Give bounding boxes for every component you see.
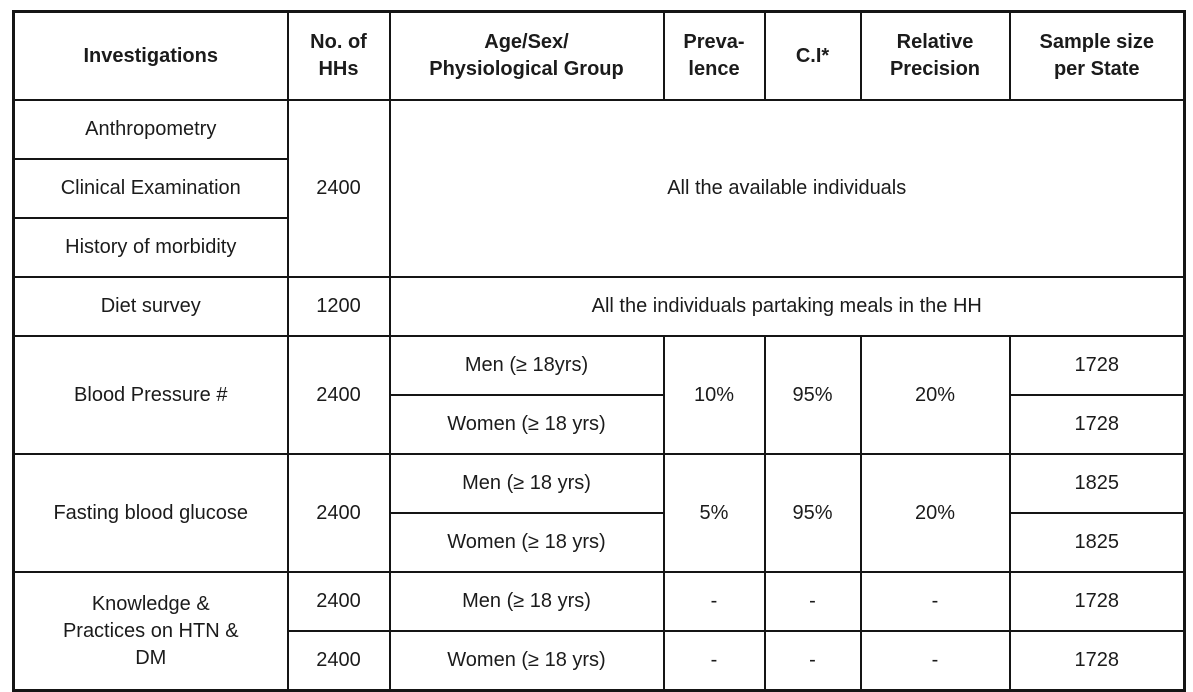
header-row: Investigations No. of HHs Age/Sex/ Physi… [12, 10, 1186, 101]
cell-investigation-anthropometry: Anthropometry [12, 99, 289, 160]
cell-group-fbg-men: Men (≥ 18 yrs) [388, 453, 665, 514]
cell-group-partaking-meals: All the individuals partaking meals in t… [388, 276, 1186, 337]
document-page: Investigations No. of HHs Age/Sex/ Physi… [12, 10, 1186, 692]
cell-group-bp-women: Women (≥ 18 yrs) [388, 394, 665, 455]
cell-relative-precision-kp-men: - [859, 571, 1011, 632]
cell-hhs-kp-men: 2400 [286, 571, 391, 632]
cell-investigation-blood-pressure: Blood Pressure # [12, 335, 289, 455]
row-fasting-glucose-women: Women (≥ 18 yrs) 1825 [14, 512, 1186, 573]
header-relative-precision: Relative Precision [859, 10, 1011, 101]
cell-sample-fbg-men: 1825 [1008, 453, 1186, 514]
header-sample-size: Sample size per State [1008, 10, 1186, 101]
cell-investigation-diet-survey: Diet survey [12, 276, 289, 337]
cell-ci-kp-women: - [763, 630, 862, 692]
cell-investigation-fasting-glucose: Fasting blood glucose [12, 453, 289, 573]
sampling-plan-table: Investigations No. of HHs Age/Sex/ Physi… [12, 10, 1186, 692]
header-investigations: Investigations [12, 10, 289, 101]
cell-sample-bp-women: 1728 [1008, 394, 1186, 455]
cell-prevalence-bp: 10% [662, 335, 766, 455]
cell-hhs-fasting-glucose: 2400 [286, 453, 391, 573]
cell-hhs-anthropometry-group: 2400 [286, 99, 391, 278]
cell-hhs-diet-survey: 1200 [286, 276, 391, 337]
row-knowledge-practices-men: Knowledge & Practices on HTN & DM 2400 M… [12, 571, 1186, 692]
cell-sample-bp-men: 1728 [1008, 335, 1186, 396]
cell-prevalence-kp-men: - [662, 571, 766, 632]
row-clinical-examination: Clinical Examination [12, 158, 1185, 219]
cell-relative-precision-kp-women: - [859, 630, 1011, 692]
cell-investigation-clinical-examination: Clinical Examination [12, 158, 289, 219]
cell-relative-precision-fbg: 20% [859, 453, 1011, 573]
cell-hhs-blood-pressure: 2400 [286, 335, 391, 455]
header-prevalence: Preva- lence [662, 10, 766, 101]
header-age-sex-group: Age/Sex/ Physiological Group [388, 10, 665, 101]
cell-prevalence-kp-women: - [662, 630, 766, 692]
cell-sample-kp-men: 1728 [1008, 571, 1186, 632]
cell-prevalence-fbg: 5% [662, 453, 766, 573]
cell-ci-fbg: 95% [763, 453, 862, 573]
cell-group-fbg-women: Women (≥ 18 yrs) [388, 512, 665, 573]
cell-hhs-kp-women: 2400 [286, 630, 391, 692]
row-blood-pressure-men: Blood Pressure # 2400 Men (≥ 18yrs) 10% … [12, 335, 1186, 455]
header-no-of-hhs: No. of HHs [286, 10, 391, 101]
cell-ci-bp: 95% [763, 335, 862, 455]
row-history-of-morbidity: History of morbidity [12, 217, 1185, 278]
cell-group-kp-men: Men (≥ 18 yrs) [388, 571, 665, 632]
cell-investigation-history-morbidity: History of morbidity [12, 217, 289, 278]
row-anthropometry: Anthropometry 2400 All the available ind… [12, 99, 1186, 278]
cell-group-bp-men: Men (≥ 18yrs) [388, 335, 665, 396]
cell-ci-kp-men: - [763, 571, 862, 632]
cell-sample-fbg-women: 1825 [1008, 512, 1186, 573]
row-blood-pressure-women: Women (≥ 18 yrs) 1728 [14, 394, 1186, 455]
cell-group-kp-women: Women (≥ 18 yrs) [388, 630, 665, 692]
cell-sample-kp-women: 1728 [1008, 630, 1186, 692]
cell-relative-precision-bp: 20% [859, 335, 1011, 455]
header-ci: C.I* [763, 10, 862, 101]
row-diet-survey: Diet survey 1200 All the individuals par… [12, 276, 1186, 337]
cell-group-all-available: All the available individuals [388, 99, 1186, 278]
row-fasting-glucose-men: Fasting blood glucose 2400 Men (≥ 18 yrs… [12, 453, 1186, 573]
cell-investigation-knowledge-practices: Knowledge & Practices on HTN & DM [12, 571, 289, 692]
